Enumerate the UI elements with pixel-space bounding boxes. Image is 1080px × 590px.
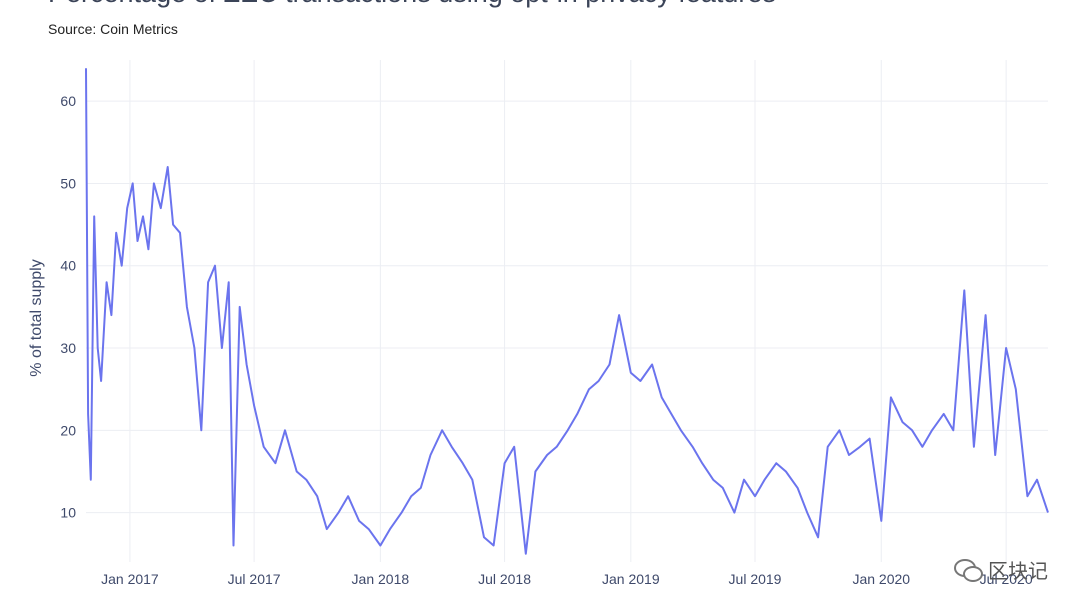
y-tick-label: 20 [60, 422, 76, 438]
chat-bubbles-icon [954, 558, 983, 582]
y-tick-label: 30 [60, 340, 76, 356]
x-tick-label: Jul 2020 [980, 571, 1033, 587]
x-tick-label: Jul 2018 [478, 571, 531, 587]
x-tick-label: Jul 2017 [228, 571, 281, 587]
chart-subtitle: Source: Coin Metrics [48, 21, 178, 37]
x-axis-ticks: Jan 2017 Jul 2017 Jan 2018 Jul 2018 Jan 2019… [101, 571, 1033, 587]
series-line [85, 68, 1049, 555]
y-axis-label: % of total supply [28, 259, 45, 376]
x-tick-label: Jan 2018 [352, 571, 410, 587]
gridlines [86, 60, 1048, 562]
series-layer [85, 68, 1049, 555]
y-tick-label: 10 [60, 505, 76, 521]
watermark-text: 区块记 [988, 561, 1048, 583]
x-tick-label: Jan 2019 [602, 571, 660, 587]
y-tick-label: 40 [60, 258, 76, 274]
x-tick-label: Jan 2017 [101, 571, 159, 587]
y-tick-label: 50 [60, 175, 76, 191]
y-axis-ticks: 10 20 30 40 50 60 [60, 93, 76, 520]
x-tick-label: Jul 2019 [729, 571, 782, 587]
chart-title: Percentage of ZEC transactions using opt… [48, 0, 776, 9]
x-tick-label: Jan 2020 [852, 571, 910, 587]
watermark: 区块记 [954, 555, 1048, 584]
y-tick-label: 60 [60, 93, 76, 109]
